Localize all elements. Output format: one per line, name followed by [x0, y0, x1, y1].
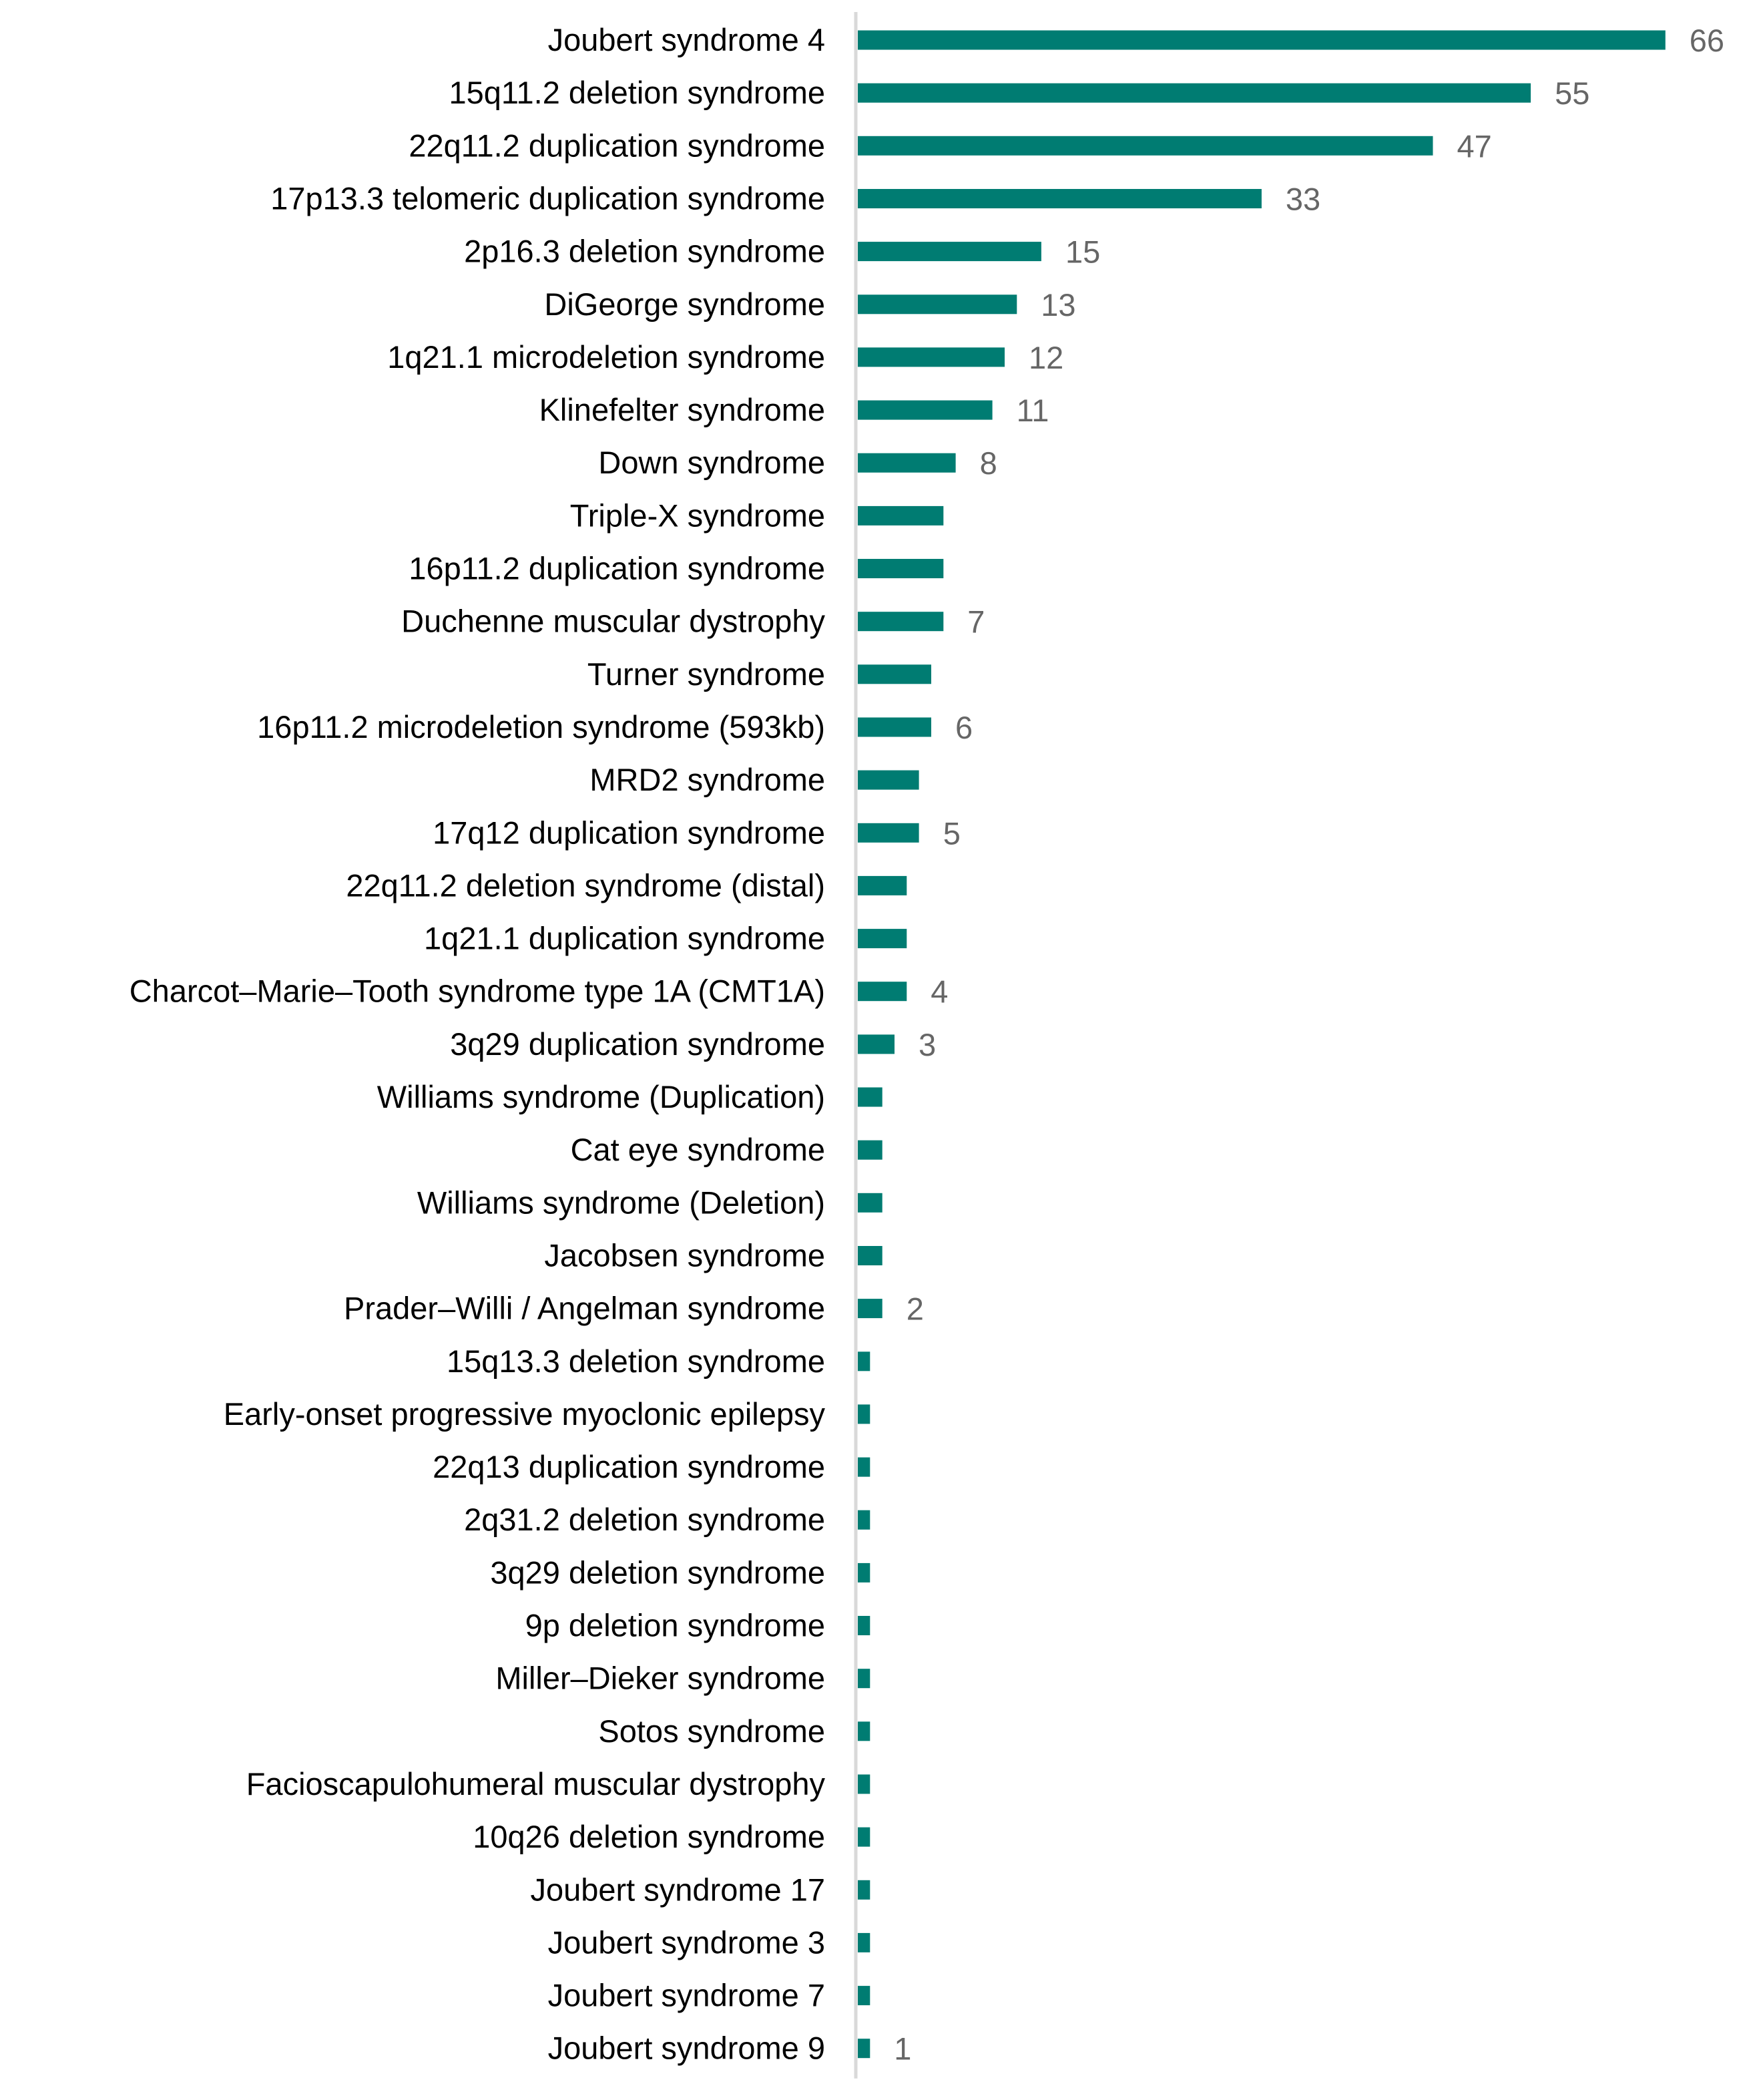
- category-label: 22q13 duplication syndrome: [433, 1449, 825, 1484]
- category-label: Williams syndrome (Deletion): [417, 1185, 825, 1220]
- bar: [858, 83, 1531, 103]
- category-label: 2q31.2 deletion syndrome: [464, 1502, 825, 1537]
- category-label: Miller–Dieker syndrome: [495, 1661, 825, 1696]
- bar: [858, 1140, 883, 1160]
- bar: [858, 1932, 870, 1952]
- bar: [858, 1880, 870, 1900]
- category-label: 1q21.1 microdeletion syndrome: [387, 339, 825, 375]
- category-label: Cat eye syndrome: [571, 1132, 825, 1167]
- category-label: Sotos syndrome: [598, 1713, 825, 1749]
- value-label: 3: [919, 1027, 936, 1062]
- value-labels-group: 66 55 47 33 15 13 12 11 8 7 6 5 4 3 2 1: [894, 23, 1724, 2067]
- category-label: Down syndrome: [598, 445, 825, 480]
- category-label: 22q11.2 duplication syndrome: [409, 128, 825, 163]
- category-label: DiGeorge syndrome: [544, 286, 825, 322]
- bar: [858, 1193, 883, 1213]
- category-label: 10q26 deletion syndrome: [473, 1819, 825, 1854]
- bar: [858, 770, 919, 790]
- category-label: 3q29 duplication syndrome: [450, 1026, 825, 1062]
- bar: [858, 1827, 870, 1847]
- bar: [858, 1721, 870, 1741]
- bar: [858, 347, 1005, 367]
- category-label: Joubert syndrome 9: [548, 2031, 825, 2066]
- bar: [858, 294, 1017, 314]
- bar: [858, 1034, 895, 1054]
- bar: [858, 1510, 870, 1530]
- category-label: Joubert syndrome 3: [548, 1924, 825, 1960]
- category-label: Turner syndrome: [587, 656, 825, 692]
- bar: [858, 1616, 870, 1635]
- value-label: 12: [1029, 340, 1063, 375]
- category-label: 9p deletion syndrome: [525, 1608, 825, 1643]
- value-label: 13: [1041, 287, 1075, 323]
- category-label: 17p13.3 telomeric duplication syndrome: [270, 181, 825, 216]
- bar: [858, 189, 1262, 208]
- bar: [858, 453, 956, 473]
- bar: [858, 823, 919, 843]
- bar: [858, 30, 1666, 50]
- category-label: Charcot–Marie–Tooth syndrome type 1A (CM…: [130, 974, 825, 1009]
- bar: [858, 1404, 870, 1424]
- bars-group: [858, 30, 1666, 2059]
- bar: [858, 1457, 870, 1477]
- category-label: Williams syndrome (Duplication): [377, 1079, 825, 1114]
- category-label: Triple-X syndrome: [570, 497, 825, 533]
- bar: [858, 717, 931, 737]
- bar: [858, 242, 1041, 262]
- bar: [858, 875, 907, 895]
- value-label: 1: [894, 2031, 911, 2067]
- category-label: 16p11.2 microdeletion syndrome (593kb): [257, 709, 825, 745]
- bar: [858, 559, 944, 578]
- category-label: Facioscapulohumeral muscular dystrophy: [246, 1766, 826, 1802]
- category-labels-group: Joubert syndrome 4 15q11.2 deletion syndr…: [130, 22, 826, 2066]
- category-label: Early-onset progressive myoclonic epilep…: [224, 1396, 826, 1432]
- category-label: 17q12 duplication syndrome: [433, 815, 825, 850]
- bar: [858, 505, 944, 526]
- value-label: 55: [1555, 75, 1589, 111]
- category-label: MRD2 syndrome: [589, 762, 825, 797]
- category-label: Klinefelter syndrome: [539, 392, 825, 427]
- bar: [858, 400, 993, 420]
- bar: [858, 664, 931, 684]
- value-label: 66: [1690, 23, 1724, 58]
- bar: [858, 929, 907, 949]
- category-label: Joubert syndrome 4: [548, 22, 825, 57]
- value-label: 5: [943, 815, 961, 851]
- value-label: 8: [980, 445, 997, 481]
- value-label: 4: [931, 974, 948, 1010]
- bar: [858, 1299, 883, 1319]
- value-label: 47: [1457, 128, 1492, 164]
- category-label: Prader–Willi / Angelman syndrome: [344, 1291, 825, 1326]
- category-label: 3q29 deletion syndrome: [490, 1554, 825, 1590]
- value-label: 2: [907, 1291, 924, 1327]
- category-label: 16p11.2 duplication syndrome: [409, 551, 825, 586]
- bar: [858, 1351, 870, 1372]
- category-label: 15q13.3 deletion syndrome: [447, 1343, 825, 1379]
- value-label: 15: [1065, 234, 1100, 270]
- category-label: Joubert syndrome 17: [530, 1872, 825, 1907]
- bar: [858, 1562, 870, 1583]
- bar: [858, 136, 1433, 156]
- bar: [858, 2039, 870, 2059]
- value-label: 11: [1017, 393, 1049, 428]
- category-label: Joubert syndrome 7: [548, 1978, 825, 2013]
- category-label: 1q21.1 duplication syndrome: [424, 921, 825, 956]
- category-label: 15q11.2 deletion syndrome: [449, 75, 825, 110]
- value-label: 33: [1286, 182, 1320, 217]
- category-label: 2p16.3 deletion syndrome: [464, 234, 825, 269]
- category-label: Duchenne muscular dystrophy: [401, 604, 825, 639]
- bar: [858, 1986, 870, 2006]
- value-label: 7: [967, 604, 985, 640]
- bar: [858, 1774, 870, 1794]
- value-label: 6: [955, 710, 973, 745]
- bar: [858, 1669, 870, 1689]
- bar: [858, 1246, 883, 1265]
- category-label: 22q11.2 deletion syndrome (distal): [346, 867, 825, 903]
- bar: [858, 612, 944, 632]
- bar: [858, 1087, 883, 1107]
- bar: [858, 982, 907, 1002]
- category-label: Jacobsen syndrome: [544, 1238, 825, 1273]
